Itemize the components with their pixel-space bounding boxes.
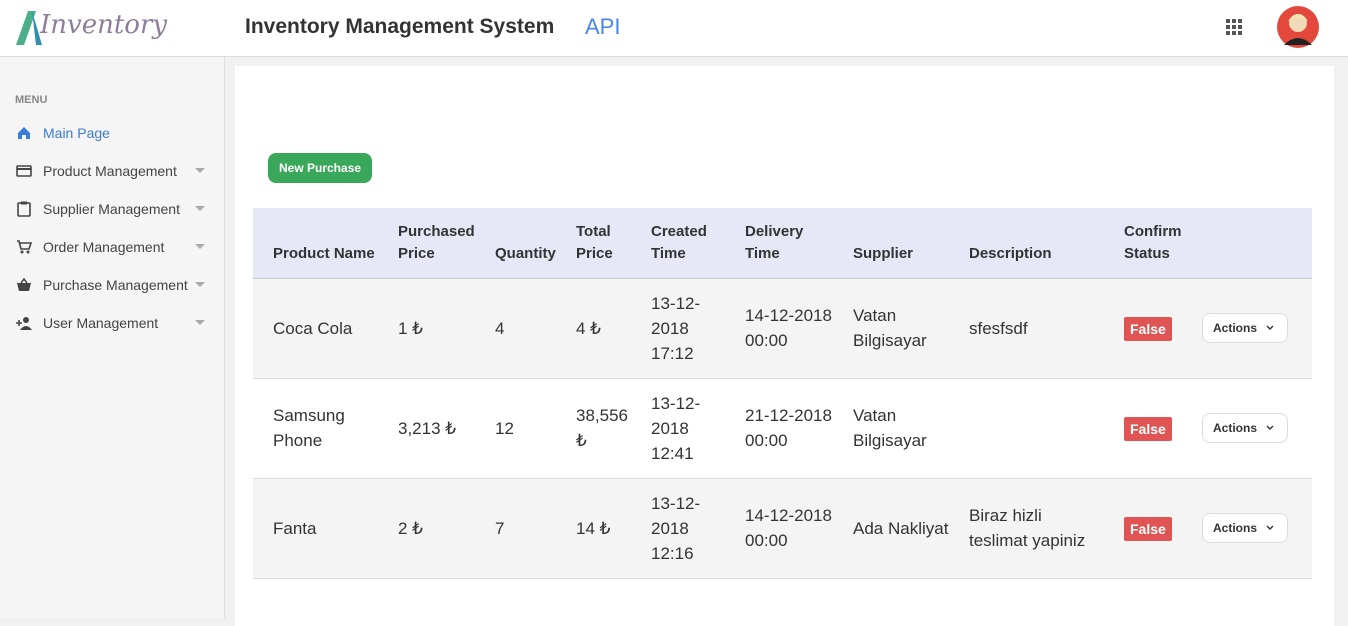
app-title: Inventory Management System bbox=[245, 15, 555, 38]
menu-icon bbox=[16, 165, 32, 177]
column-header: Supplier bbox=[843, 208, 959, 279]
table-cell: 13-12-2018 12:16 bbox=[641, 478, 735, 579]
new-purchase-button[interactable]: New Purchase bbox=[268, 153, 373, 183]
table-cell: 14-12-2018 00:00 bbox=[735, 278, 843, 379]
menu-text: Product Management bbox=[43, 163, 177, 179]
menu-icon bbox=[17, 201, 31, 217]
menu-item[interactable]: Product Management bbox=[15, 159, 210, 183]
table-cell: 21-12-2018 00:00 bbox=[735, 378, 843, 479]
menu-icon bbox=[16, 317, 32, 330]
menu-icon bbox=[18, 127, 30, 139]
table-cell: Actions bbox=[1192, 478, 1312, 579]
status-badge: False bbox=[1124, 316, 1172, 341]
table-cell: False bbox=[1114, 378, 1192, 479]
sidebar: MENU Main Page Product Management Supplier… bbox=[0, 57, 225, 618]
column-header: Quantity bbox=[485, 208, 566, 279]
column-header: Delivery Time bbox=[735, 208, 843, 279]
table-cell: 14-12-2018 00:00 bbox=[735, 478, 843, 579]
logo[interactable]: Inventory bbox=[40, 10, 168, 40]
table-cell: False bbox=[1114, 478, 1192, 579]
table-cell bbox=[959, 378, 1114, 479]
apps-icon[interactable] bbox=[1226, 19, 1242, 35]
column-header: Created Time bbox=[641, 208, 735, 279]
header: Inventory Inventory Management System AP… bbox=[0, 0, 1348, 57]
logo-icon bbox=[16, 11, 42, 45]
menu-text: Purchase Management bbox=[43, 277, 188, 293]
menu-icon bbox=[17, 240, 33, 254]
table-cell: Vatan Bilgisayar bbox=[843, 378, 959, 479]
column-header bbox=[1192, 208, 1312, 279]
table-cell: sfesfsdf bbox=[959, 278, 1114, 379]
table-cell: Actions bbox=[1192, 278, 1312, 379]
table-cell: Biraz hizli teslimat yapiniz bbox=[959, 478, 1114, 579]
table-row: Samsung Phone 3,213 ₺ 12 38,556 ₺ 13-12-2018… bbox=[253, 378, 1312, 479]
table-row: Fanta 2 ₺ 7 14 ₺ 13-12-2018 12:16 14-12-2018 … bbox=[253, 478, 1312, 579]
actions-button[interactable]: Actions bbox=[1202, 313, 1289, 343]
menu-icon bbox=[17, 277, 31, 291]
table-cell: 14 ₺ bbox=[566, 478, 641, 579]
table-cell: 1 ₺ bbox=[388, 278, 485, 379]
table-cell: 12 bbox=[485, 378, 566, 479]
table-cell: 4 ₺ bbox=[566, 278, 641, 379]
chevron bbox=[1266, 525, 1274, 530]
table-cell: 4 bbox=[485, 278, 566, 379]
caret bbox=[195, 206, 205, 211]
table-cell: Ada Nakliyat bbox=[843, 478, 959, 579]
table-cell: Vatan Bilgisayar bbox=[843, 278, 959, 379]
table-cell: Coca Cola bbox=[253, 278, 388, 379]
column-header: Total Price bbox=[566, 208, 641, 279]
actions-text: Actions bbox=[1213, 420, 1258, 435]
table-body: Coca Cola 1 ₺ 4 4 ₺ 13-12-2018 17:12 14-12-20… bbox=[253, 278, 1312, 579]
menu-text: Supplier Management bbox=[43, 201, 180, 217]
table-cell: Actions bbox=[1192, 378, 1312, 479]
caret bbox=[195, 168, 205, 173]
caret bbox=[195, 320, 205, 325]
purchase-table: Product Name Purchased Price Quantity Total… bbox=[253, 208, 1312, 579]
table-cell: False bbox=[1114, 278, 1192, 379]
menu-item[interactable]: Supplier Management bbox=[15, 197, 210, 221]
table-cell: 2 ₺ bbox=[388, 478, 485, 579]
actions-button[interactable]: Actions bbox=[1202, 513, 1289, 543]
menu-item[interactable]: Order Management bbox=[15, 235, 210, 259]
table-cell: Fanta bbox=[253, 478, 388, 579]
api-link[interactable]: API bbox=[585, 14, 621, 39]
table-cell: 13-12-2018 12:41 bbox=[641, 378, 735, 479]
table-row: Coca Cola 1 ₺ 4 4 ₺ 13-12-2018 17:12 14-12-20… bbox=[253, 278, 1312, 379]
table-cell: 13-12-2018 17:12 bbox=[641, 278, 735, 379]
column-header: Description bbox=[959, 208, 1114, 279]
table-cell: 7 bbox=[485, 478, 566, 579]
column-header: Confirm Status bbox=[1114, 208, 1192, 279]
table-cell: Samsung Phone bbox=[253, 378, 388, 479]
column-header: Product Name bbox=[253, 208, 388, 279]
chevron bbox=[1266, 325, 1274, 330]
status-badge: False bbox=[1124, 516, 1172, 541]
menu-text: Order Management bbox=[43, 239, 165, 255]
table-cell: 38,556 ₺ bbox=[566, 378, 641, 479]
caret bbox=[195, 244, 205, 249]
menu-item[interactable]: User Management bbox=[15, 311, 210, 335]
avatar[interactable] bbox=[1276, 5, 1320, 49]
header-row: Product Name Purchased Price Quantity Total… bbox=[253, 208, 1312, 279]
status-badge: False bbox=[1124, 416, 1172, 441]
menu-label: MENU bbox=[15, 94, 48, 106]
caret bbox=[195, 282, 205, 287]
menu-text: User Management bbox=[43, 315, 159, 331]
chevron bbox=[1266, 425, 1274, 430]
table-cell: 3,213 ₺ bbox=[388, 378, 485, 479]
menu-text: Main Page bbox=[43, 125, 110, 141]
menu-item[interactable]: Main Page bbox=[15, 121, 210, 145]
actions-button[interactable]: Actions bbox=[1202, 413, 1289, 443]
actions-text: Actions bbox=[1213, 520, 1258, 535]
menu-item[interactable]: Purchase Management bbox=[15, 273, 210, 297]
column-header: Purchased Price bbox=[388, 208, 485, 279]
actions-text: Actions bbox=[1213, 320, 1258, 335]
